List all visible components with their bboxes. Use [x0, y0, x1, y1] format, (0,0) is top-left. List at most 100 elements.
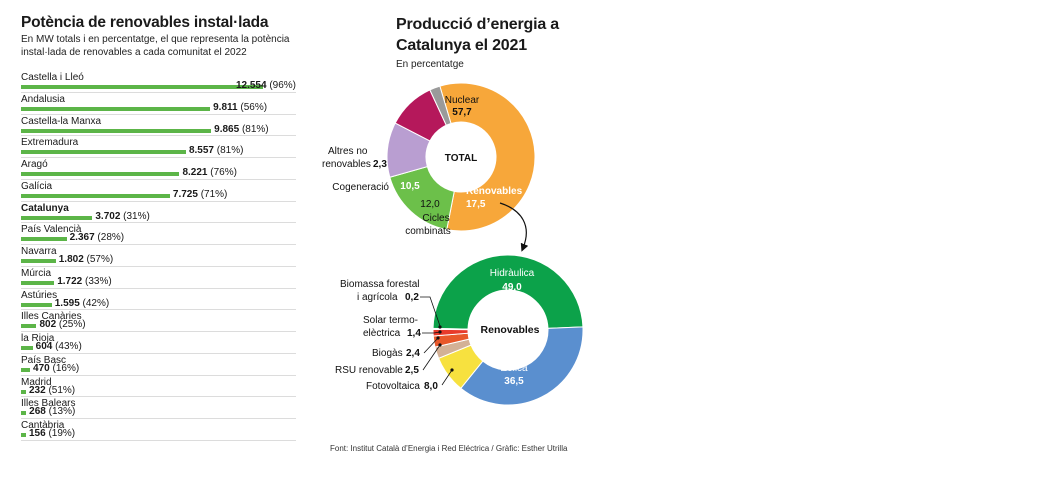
source-note: Font: Institut Català d’Energia i Red El…: [330, 444, 568, 453]
slice-eòlica: [460, 326, 584, 406]
bar-percent: (81%): [213, 145, 244, 157]
leader-biomassa: [420, 296, 441, 327]
bar-category-label: Madrid: [21, 376, 52, 388]
bar-row: Castella-la Manxa 9.865 (81%): [21, 115, 296, 137]
bar: [21, 193, 170, 198]
bar-category-label: Astúries: [21, 289, 58, 301]
leader-dot: [438, 325, 442, 329]
renewables-donut: [432, 254, 584, 406]
bar-category-label: Navarra: [21, 246, 57, 257]
arrow-to-renewables-icon: [499, 202, 529, 252]
bar: [21, 215, 93, 220]
solar-termo-value: 1,4: [407, 328, 421, 339]
bar-value-label: 156 (19%): [29, 428, 75, 439]
altres-label-line2: renovables: [322, 159, 371, 170]
bar-row: Andalusia 9.811 (56%): [21, 93, 296, 115]
bar-category-label: Aragó: [21, 159, 48, 170]
bar-percent: (76%): [207, 167, 237, 178]
fotovoltaica-label: Fotovoltaica: [366, 381, 420, 392]
bar-category-label: Illes Balears: [21, 398, 76, 410]
bar-category-label: Castella-la Manxa: [21, 115, 102, 127]
bar-value-label: 1.722 (33%): [57, 276, 111, 287]
bar-chart-title: Potència de renovables instal·lada: [21, 14, 269, 31]
bar-percent: (19%): [45, 428, 76, 439]
bar-percent: (43%): [52, 341, 82, 352]
solar-termo-label-line2: elèctrica: [363, 328, 401, 339]
renovables-center-label: Renovables: [481, 324, 540, 336]
bar-value-label: 2.367 (28%): [70, 232, 124, 243]
bar-category-label: País Basc: [21, 354, 67, 366]
bar-chart-subtitle-line1: En MW totals i en percentatge, el que re…: [21, 34, 290, 45]
bar-value-label: 268 (13%): [29, 406, 75, 417]
fotovoltaica-value: 8,0: [424, 381, 438, 392]
bar-category-label: Andalusia: [21, 93, 65, 105]
bar: [21, 302, 52, 307]
bar-value-label: 8.221 (76%): [182, 167, 236, 178]
bar-category-label: Extremadura: [21, 137, 79, 149]
renovables-value: 17,5: [466, 199, 486, 210]
bar: [21, 346, 33, 350]
bar: [21, 280, 55, 285]
bar-row: Illes Canàries 802 (25%): [21, 310, 296, 332]
leader-biogas: [423, 337, 439, 354]
bar-value: 1.722: [57, 275, 83, 287]
bar: [21, 367, 31, 372]
bar-value-label: 802 (25%): [39, 319, 85, 330]
biogas-value: 2,4: [406, 348, 420, 359]
biomassa-label-line2: i agrícola: [357, 292, 398, 303]
bar-row: Navarra 1.802 (57%): [21, 245, 296, 267]
bar-chart-header: Potència de renovables instal·lada En MW…: [21, 14, 296, 59]
bar-percent: (33%): [82, 275, 112, 287]
biomassa-label-line1: Biomassa forestal: [340, 279, 419, 290]
bar-category-label: Múrcia: [21, 267, 52, 279]
bar-chart-rows: Castella i Lleó 12.554 (96%) Andalusia 9.81…: [21, 71, 296, 441]
altres-label-line1: Altres no: [328, 146, 368, 157]
renovables-label: Renovables: [466, 186, 523, 197]
bar-value-label: 470 (16%): [33, 363, 79, 374]
eolica-value: 36,5: [504, 376, 524, 387]
biogas-label: Biogàs: [372, 348, 403, 359]
bar-value-label: 232 (51%): [29, 385, 75, 396]
cicles-value: 12,0: [420, 199, 440, 210]
bar: [21, 259, 56, 263]
bar: [21, 411, 27, 416]
donut-hole: [468, 290, 548, 370]
bar-percent: (81%): [239, 123, 269, 135]
total-center-label: TOTAL: [445, 153, 477, 164]
bar-row: Madrid 232 (51%): [21, 376, 296, 398]
bar-value-label: 8.557 (81%): [189, 145, 243, 156]
bar-row: Castella i Lleó 12.554 (96%): [21, 71, 296, 93]
bar-value-label: 1.595 (42%): [55, 298, 109, 309]
bar-value: 156: [29, 428, 46, 439]
bar-row: País Valencià 2.367 (28%): [21, 223, 296, 245]
nuclear-value: 57,7: [452, 107, 472, 118]
bar: [21, 128, 212, 133]
bar-row: la Rioja 604 (43%): [21, 332, 296, 354]
cogeneracio-label: Cogeneració: [332, 182, 389, 193]
bar-category-label: Catalunya: [21, 202, 69, 214]
leader-dot: [438, 343, 442, 347]
bar-value-label: 604 (43%): [36, 341, 82, 352]
slice-biomassa-forestal-i-agrícola: [432, 327, 469, 331]
bar-category-label: Cantàbria: [21, 420, 65, 431]
leader-dot: [450, 368, 454, 372]
bar-percent: (31%): [120, 210, 150, 222]
bar-row: Astúries 1.595 (42%): [21, 289, 296, 311]
donut-hole: [426, 122, 496, 192]
bar-value-label: 12.554 (96%): [236, 80, 296, 91]
bar-percent: (13%): [45, 406, 76, 418]
pie-chart-title-line2: Catalunya el 2021: [396, 37, 527, 54]
bar-value: 268: [29, 406, 46, 418]
bar-value: 604: [35, 341, 53, 352]
bar-value-label: 9.865 (81%): [214, 124, 268, 135]
hidraulica-label: Hidràulica: [490, 268, 535, 279]
biomassa-value: 0,2: [405, 292, 419, 303]
bar-category-label: Castella i Lleó: [21, 72, 84, 83]
bar-value-label: 3.702 (31%): [95, 211, 149, 222]
bar-value: 1.595: [54, 297, 80, 309]
bar-value-label: 7.725 (71%): [173, 189, 227, 200]
bar-value: 8.221: [182, 167, 208, 178]
bar-value: 3.702: [95, 210, 121, 222]
leader-fotovoltaica: [441, 369, 453, 386]
